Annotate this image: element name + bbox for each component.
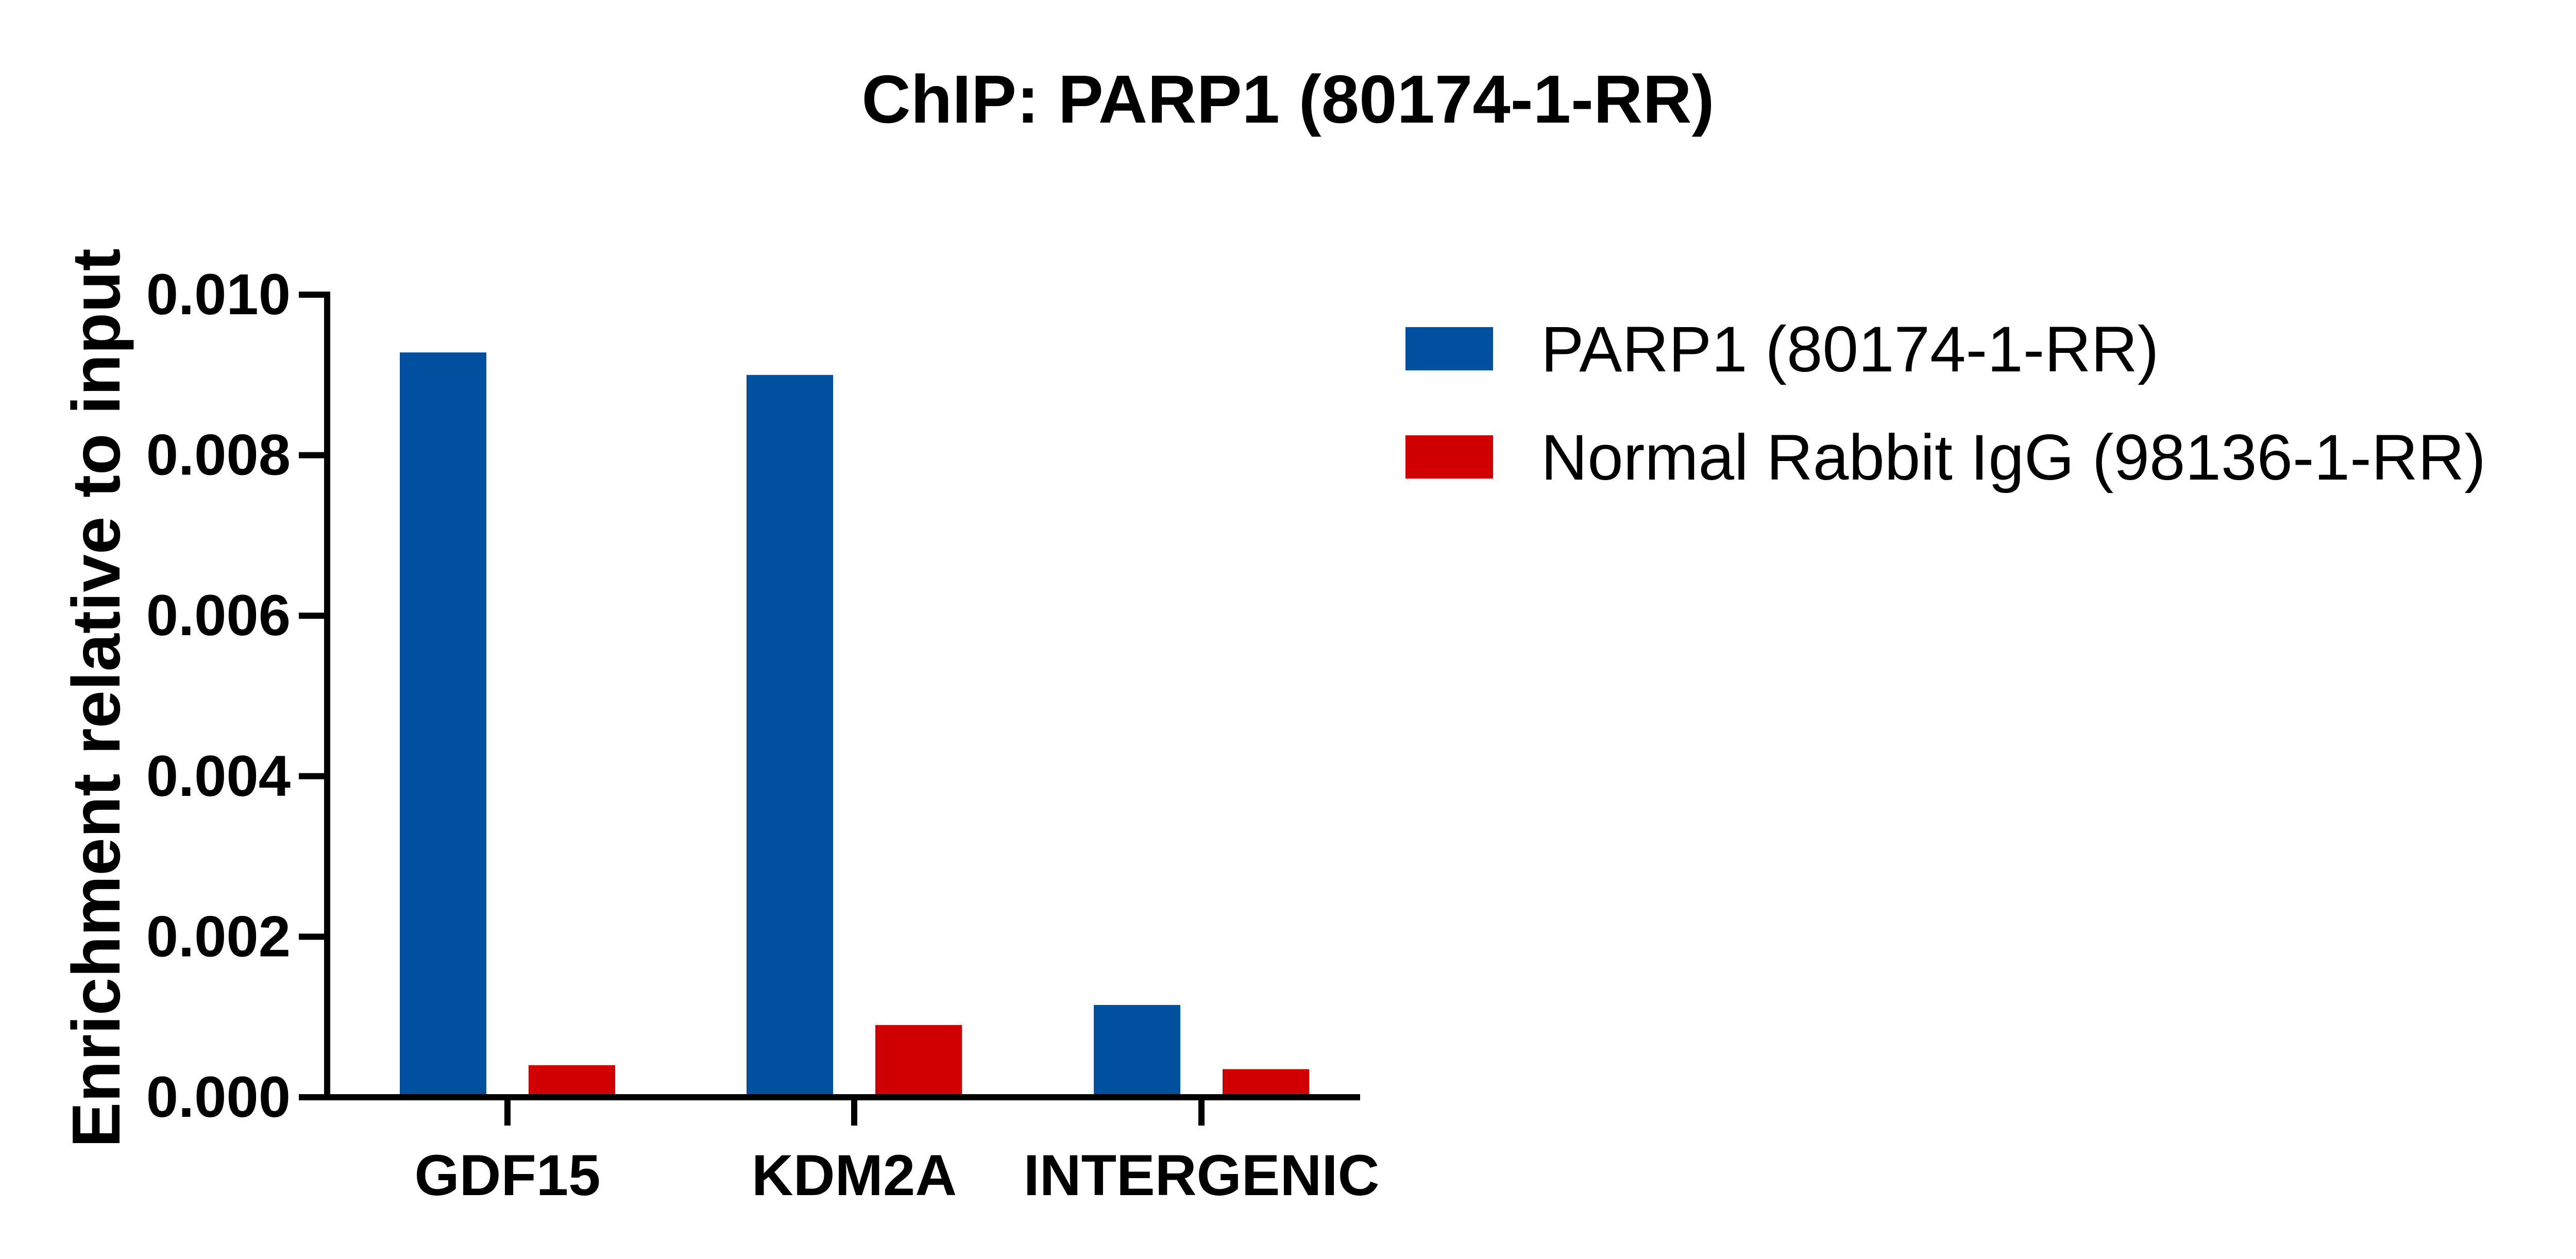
legend-label-parp1: PARP1 (80174-1-RR) [1541, 314, 2159, 385]
bar-igg-intergenic [1223, 1069, 1309, 1097]
y-tick-label: 0.010 [146, 262, 291, 327]
bar-parp1-kdm2a [747, 375, 833, 1097]
y-tick-label: 0.008 [146, 423, 291, 487]
bar-parp1-gdf15 [400, 352, 486, 1097]
plot-area: 0.000 0.002 0.004 0.006 0.008 0.010 GDF15 KDM2A… [146, 262, 1380, 1207]
y-axis-label: Enrichment relative to input [58, 248, 134, 1148]
x-tick-label-intergenic: INTERGENIC [1024, 1143, 1380, 1207]
y-tick-label: 0.006 [146, 583, 291, 648]
y-tick-label: 0.004 [146, 744, 291, 808]
chart-title: ChIP: PARP1 (80174-1-RR) [861, 61, 1714, 137]
legend-swatch-parp1 [1405, 327, 1493, 370]
bar-igg-gdf15 [529, 1065, 615, 1097]
bar-parp1-intergenic [1094, 1005, 1180, 1097]
legend-swatch-igg [1405, 435, 1493, 479]
x-tick-label-kdm2a: KDM2A [752, 1143, 957, 1207]
y-tick-label: 0.000 [146, 1065, 291, 1129]
x-tick-label-gdf15: GDF15 [415, 1143, 601, 1207]
legend: PARP1 (80174-1-RR) Normal Rabbit IgG (981… [1405, 314, 2486, 494]
legend-label-igg: Normal Rabbit IgG (98136-1-RR) [1541, 422, 2486, 494]
y-tick-label: 0.002 [146, 904, 291, 968]
bar-igg-kdm2a [875, 1025, 962, 1097]
